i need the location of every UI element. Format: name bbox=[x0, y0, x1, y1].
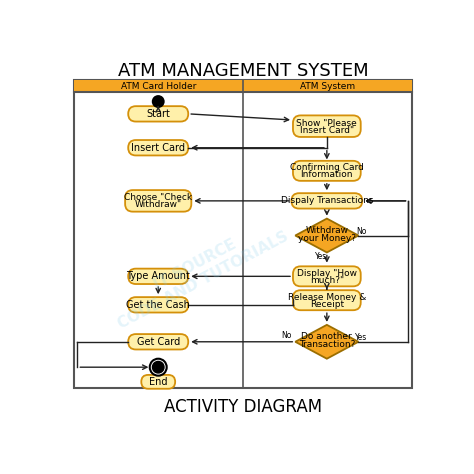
Text: Confirming Card: Confirming Card bbox=[290, 163, 364, 172]
Text: Receipt: Receipt bbox=[310, 300, 344, 309]
Text: Release Money &: Release Money & bbox=[288, 292, 366, 301]
Circle shape bbox=[153, 361, 164, 373]
FancyBboxPatch shape bbox=[293, 115, 361, 137]
Text: ATM MANAGEMENT SYSTEM: ATM MANAGEMENT SYSTEM bbox=[118, 62, 368, 80]
Text: ATM System: ATM System bbox=[300, 82, 355, 91]
Text: No: No bbox=[281, 331, 291, 340]
Text: No: No bbox=[356, 227, 367, 236]
Text: Transaction?: Transaction? bbox=[299, 340, 355, 349]
FancyBboxPatch shape bbox=[128, 297, 188, 312]
FancyBboxPatch shape bbox=[125, 190, 191, 212]
Text: your Money?: your Money? bbox=[298, 234, 356, 243]
Text: Get Card: Get Card bbox=[137, 337, 180, 347]
Text: ACTIVITY DIAGRAM: ACTIVITY DIAGRAM bbox=[164, 398, 322, 416]
Text: Get the Cash: Get the Cash bbox=[126, 300, 190, 310]
Text: Insert Card": Insert Card" bbox=[300, 126, 354, 135]
FancyBboxPatch shape bbox=[141, 375, 175, 389]
Text: Do another: Do another bbox=[301, 332, 352, 341]
FancyBboxPatch shape bbox=[293, 266, 361, 286]
Text: Withdraw: Withdraw bbox=[305, 226, 348, 235]
FancyBboxPatch shape bbox=[128, 106, 188, 121]
FancyBboxPatch shape bbox=[128, 334, 188, 349]
Text: IT SOURCE
CODE AND TUTORIALS: IT SOURCE CODE AND TUTORIALS bbox=[107, 213, 291, 332]
Text: much?": much?" bbox=[310, 276, 344, 285]
Text: Insert Card: Insert Card bbox=[131, 143, 185, 153]
FancyBboxPatch shape bbox=[128, 269, 188, 284]
FancyBboxPatch shape bbox=[74, 80, 411, 92]
FancyBboxPatch shape bbox=[74, 80, 411, 388]
Text: End: End bbox=[149, 377, 167, 387]
FancyBboxPatch shape bbox=[292, 193, 362, 209]
Text: Show "Please: Show "Please bbox=[296, 119, 357, 128]
Text: Yes: Yes bbox=[315, 252, 327, 261]
Text: Information: Information bbox=[301, 170, 353, 179]
Text: Display "How: Display "How bbox=[297, 269, 357, 278]
Text: Dispaly Transactions: Dispaly Transactions bbox=[281, 196, 373, 205]
FancyBboxPatch shape bbox=[128, 140, 188, 155]
Text: Choose "Check: Choose "Check bbox=[124, 193, 192, 202]
Text: Yes: Yes bbox=[356, 333, 368, 342]
Text: Withdraw": Withdraw" bbox=[135, 200, 182, 209]
Text: Start: Start bbox=[146, 109, 170, 119]
Polygon shape bbox=[295, 325, 358, 359]
Circle shape bbox=[153, 96, 164, 107]
FancyBboxPatch shape bbox=[293, 161, 361, 181]
Circle shape bbox=[150, 359, 167, 376]
FancyBboxPatch shape bbox=[293, 290, 361, 310]
Text: ATM Card Holder: ATM Card Holder bbox=[121, 82, 196, 91]
Text: Type Amount: Type Amount bbox=[126, 271, 190, 282]
Polygon shape bbox=[295, 219, 358, 253]
